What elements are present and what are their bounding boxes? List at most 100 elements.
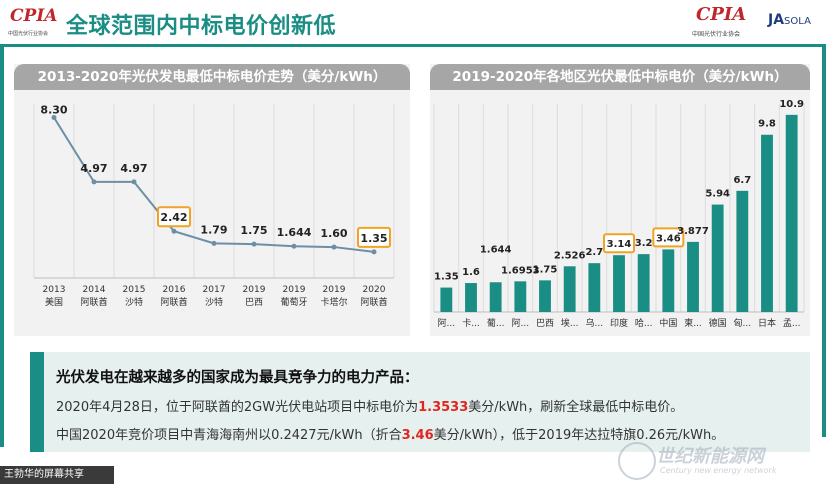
bar-chart-data-label: 3.14 [607,239,632,250]
line-chart-point [251,241,257,247]
bar-chart-data-label: 1.6 [462,267,480,278]
bar-chart-bar [687,241,699,312]
cpia-logo-right-sub: 中国光伏行业协会 [692,31,741,38]
line-chart: 8.302013美国4.972014阿联酋4.972015沙特2.422016阿… [33,104,395,308]
bar-chart-tick-label: 印度 [610,317,628,329]
bar-chart-data-label: 3.46 [656,233,681,244]
textbox-accent-bar [30,352,44,452]
summary-line-uae-a: 2020年4月28日，位于阿联酋的2GW光伏电站项目中标电价为 [56,400,419,415]
summary-line-china-value: 3.46 [401,428,434,443]
line-chart-tick-country: 沙特 [205,296,223,308]
bar-chart-tick-label: 葡... [487,317,505,329]
summary-line-china-b: 美分/kWh），低于2019年达拉特旗0.26元/kWh。 [433,428,725,443]
bar-chart-data-label: 6.7 [733,175,751,186]
line-chart-data-label: 1.644 [277,226,312,239]
bar-chart-highlight-box [652,227,685,248]
bar-chart-tick-label: 中国 [659,317,677,329]
bar-chart-bar [662,249,675,312]
ja-logo-text: JA [768,12,785,28]
bar-chart-tick-label: 乌... [586,317,604,329]
bar-chart-tick-label: 卡... [462,317,480,329]
bar-chart-data-label: 1.75 [533,264,558,275]
watermark-text: 世纪新能源网 [656,446,764,467]
line-chart-data-label: 1.75 [240,224,267,237]
line-chart-highlight-box [357,226,391,248]
line-chart-point [291,243,297,249]
line-chart-tick-country: 阿联酋 [160,296,187,308]
line-chart-highlight-box [157,206,191,228]
line-chart-tick-country: 美国 [45,296,63,308]
bar-chart-bar [613,255,625,312]
summary-textbox: 光伏发电在越来越多的国家成为最具竞争力的电力产品： 2020年4月28日，位于阿… [30,352,810,452]
bar-chart-highlight-box [603,233,635,254]
line-chart-tick-year: 2013 [43,285,66,295]
bar-chart-tick-label: 柬... [684,318,702,329]
bar-chart-data-label: 2.526 [554,250,586,261]
watermark-sub: Century new energy network [660,466,777,475]
line-chart-tick-year: 2015 [123,285,146,295]
bar-chart-bar [736,190,749,312]
line-chart-tick-year: 2020 [363,285,386,295]
line-chart-point [371,249,377,255]
bar-chart-data-label: 1.6953 [501,265,540,276]
bar-chart: 1.35 阿... 1.6 卡... 1.644 葡... 1.6953 阿... 1.75 巴西… [433,99,805,329]
bar-chart-data-label: 2.7 [585,247,603,258]
line-chart-panel: 2013-2020年光伏发电最低中标电价走势（美分/kWh） 8.30 2013 美… [14,64,410,336]
line-chart-tick-country: 卡塔尔 [320,296,347,308]
summary-line-uae-b: 美分/kWh，刷新全球最低中标电价。 [468,400,684,415]
summary-heading: 光伏发电在越来越多的国家成为最具竞争力的电力产品： [56,370,419,386]
bar-chart-tick-label: 阿... [438,318,456,329]
right-edge-bar [822,47,826,437]
bar-chart-tick-label: 埃... [561,317,579,329]
bar-chart-tick-label: 巴西 [536,318,554,329]
bar-chart-data-label: 10.9 [779,99,804,110]
line-chart-point [51,115,57,121]
bar-chart-bar [785,114,798,312]
bar-chart-data-label: 1.644 [480,244,512,255]
bar-chart-tick-label: 匈... [734,317,752,329]
line-chart-title: 2013-2020年光伏发电最低中标电价走势（美分/kWh） [14,64,410,90]
line-chart-point [211,240,217,246]
line-chart-tick-country: 阿联酋 [80,296,107,308]
line-chart-tick-year: 2014 [83,285,106,295]
bar-chart-bar [711,204,724,312]
bar-chart-bar [761,134,773,312]
line-chart-data-label: 1.60 [320,227,347,240]
line-chart-data-label: 1.79 [200,223,227,236]
cpia-logo-right-text: CPIA [696,4,747,25]
line-chart-data-label: 4.97 [80,162,107,175]
slide-title: 全球范围内中标电价创新低 [66,14,337,39]
bar-chart-data-label: 5.94 [705,189,730,200]
bar-chart-data-label: 1.35 [434,272,459,283]
left-edge-bar [0,47,4,447]
ja-logo-sub: SOLA [784,16,811,27]
line-chart-tick-year: 2019 [243,285,266,295]
line-chart-tick-year: 2017 [203,285,226,295]
line-chart-tick-year: 2019 [283,285,306,295]
bar-chart-tick-label: 德国 [709,317,727,329]
cpia-logo-text: CPIA [10,6,58,26]
line-chart-tick-year: 2016 [163,285,186,295]
line-chart-point [331,244,337,250]
line-chart-data-label: 1.35 [360,232,387,245]
bar-chart-title: 2019-2020年各地区光伏最低中标电价（美分/kWh） [430,64,810,90]
bar-chart-panel: 2019-2020年各地区光伏最低中标电价（美分/kWh） 1.35 阿... 1.… [430,64,810,336]
bar-chart-bar [489,282,502,312]
summary-line-china-a: 中国2020年竞价项目中青海海南州以0.2427元/kWh（折合 [56,428,402,443]
line-chart-tick-country: 沙特 [125,296,143,308]
header-divider [0,44,826,47]
bar-chart-bar [465,283,477,312]
cpia-logo: CPIA 中国光伏行业协会 [8,4,58,38]
line-chart-point [171,228,177,234]
bar-chart-bar [539,280,551,312]
bar-chart-tick-label: 日本 [758,317,776,329]
line-chart-data-label: 2.42 [160,211,187,224]
watermark-logo-icon [618,442,656,480]
screen-share-status[interactable]: 王勃华的屏幕共享 [0,466,114,484]
summary-line-china: 中国2020年竞价项目中青海海南州以0.2427元/kWh（折合3.46美分/k… [56,424,724,443]
line-chart-tick-country: 巴西 [245,297,263,308]
bar-chart-tick-label: 孟... [783,318,801,329]
bar-chart-bar [440,287,453,312]
line-chart-point [91,179,97,185]
bar-chart-data-label: 3.2 [635,238,653,249]
